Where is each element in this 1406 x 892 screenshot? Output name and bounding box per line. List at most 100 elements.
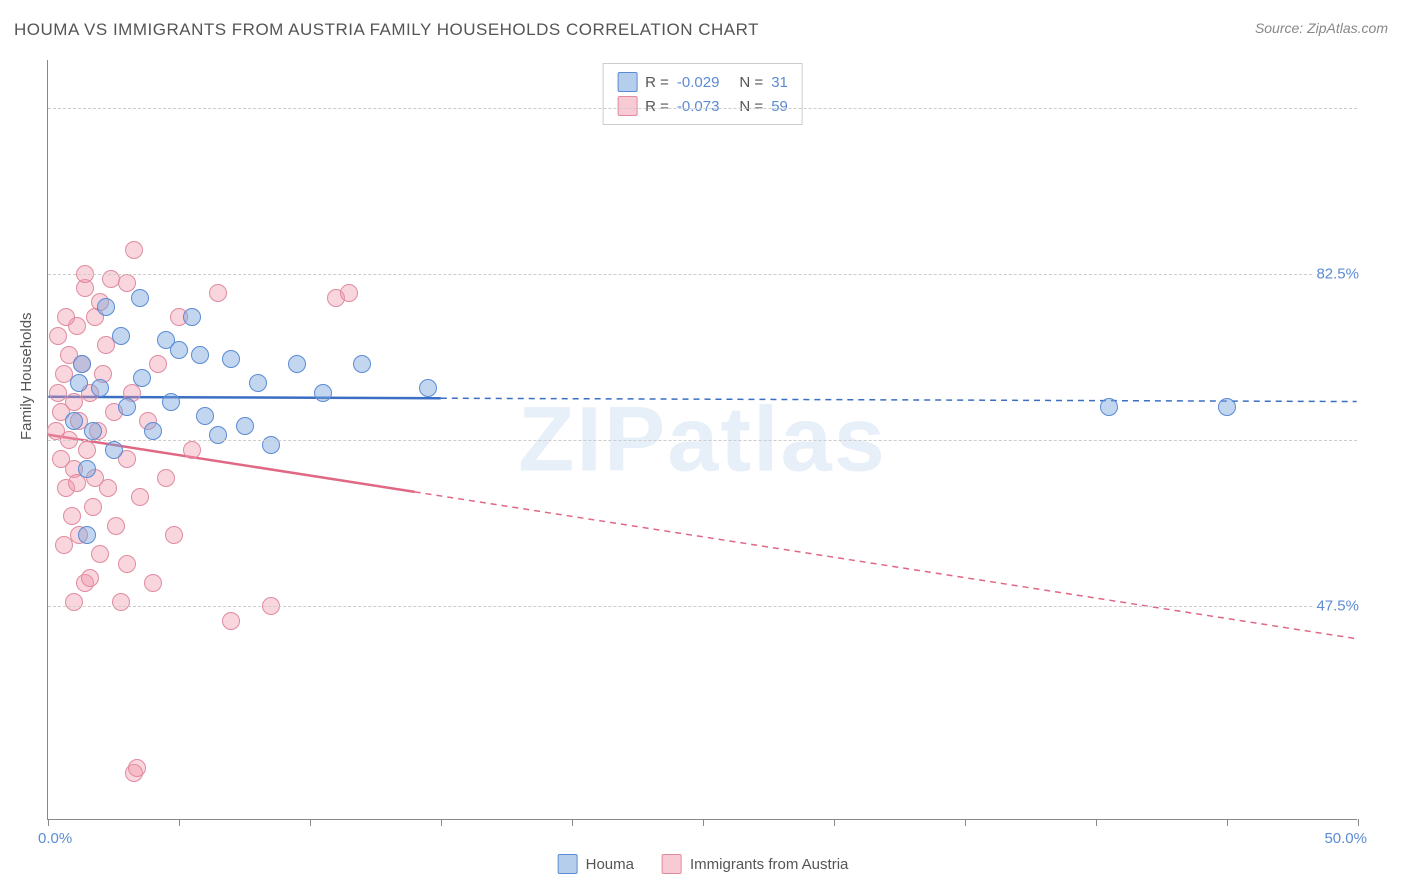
data-point xyxy=(125,241,143,259)
x-tick xyxy=(441,819,442,826)
swatch-blue-icon xyxy=(617,72,637,92)
data-point xyxy=(191,346,209,364)
data-point xyxy=(209,426,227,444)
data-point xyxy=(131,289,149,307)
data-point xyxy=(99,479,117,497)
x-tick xyxy=(1358,819,1359,826)
x-tick xyxy=(1096,819,1097,826)
r-label: R = xyxy=(645,74,669,91)
data-point xyxy=(144,422,162,440)
data-point xyxy=(65,412,83,430)
x-tick xyxy=(48,819,49,826)
data-point xyxy=(249,374,267,392)
data-point xyxy=(133,369,151,387)
data-point xyxy=(112,327,130,345)
source-label: Source: ZipAtlas.com xyxy=(1255,20,1388,36)
data-point xyxy=(97,336,115,354)
data-point xyxy=(183,308,201,326)
data-point xyxy=(222,350,240,368)
data-point xyxy=(196,407,214,425)
data-point xyxy=(314,384,332,402)
legend-row-houma: R = -0.029 N = 31 xyxy=(617,70,788,94)
data-point xyxy=(149,355,167,373)
data-point xyxy=(222,612,240,630)
data-point xyxy=(1100,398,1118,416)
series-legend: Houma Immigrants from Austria xyxy=(558,854,849,874)
data-point xyxy=(81,569,99,587)
data-point xyxy=(105,441,123,459)
data-point xyxy=(170,341,188,359)
n-label: N = xyxy=(739,74,763,91)
gridline xyxy=(48,108,1357,109)
data-point xyxy=(118,398,136,416)
data-point xyxy=(70,374,88,392)
data-point xyxy=(236,417,254,435)
data-point xyxy=(65,593,83,611)
y-tick-label: 82.5% xyxy=(1312,265,1359,282)
data-point xyxy=(49,327,67,345)
x-tick xyxy=(310,819,311,826)
data-point xyxy=(78,526,96,544)
x-tick xyxy=(834,819,835,826)
plot-area: ZIPatlas R = -0.029 N = 31 R = -0.073 N … xyxy=(47,60,1357,820)
data-point xyxy=(118,274,136,292)
data-point xyxy=(165,526,183,544)
swatch-pink-icon xyxy=(617,96,637,116)
data-point xyxy=(78,460,96,478)
correlation-legend: R = -0.029 N = 31 R = -0.073 N = 59 xyxy=(602,63,803,125)
data-point xyxy=(112,593,130,611)
gridline xyxy=(48,440,1357,441)
chart-container: HOUMA VS IMMIGRANTS FROM AUSTRIA FAMILY … xyxy=(0,0,1406,892)
data-point xyxy=(84,498,102,516)
data-point xyxy=(288,355,306,373)
data-point xyxy=(157,469,175,487)
n-value-houma: 31 xyxy=(771,74,788,91)
x-tick xyxy=(703,819,704,826)
data-point xyxy=(131,488,149,506)
y-tick-label: 47.5% xyxy=(1312,598,1359,615)
data-point xyxy=(353,355,371,373)
data-point xyxy=(73,355,91,373)
r-value-houma: -0.029 xyxy=(677,74,720,91)
data-point xyxy=(262,436,280,454)
data-point xyxy=(57,308,75,326)
data-point xyxy=(91,379,109,397)
legend-label-austria: Immigrants from Austria xyxy=(690,856,848,873)
x-tick xyxy=(1227,819,1228,826)
data-point xyxy=(183,441,201,459)
data-point xyxy=(107,517,125,535)
r-value-austria: -0.073 xyxy=(677,98,720,115)
data-point xyxy=(63,507,81,525)
legend-item-austria: Immigrants from Austria xyxy=(662,854,848,874)
x-tick-50: 50.0% xyxy=(1324,830,1367,847)
x-tick xyxy=(179,819,180,826)
swatch-blue-icon xyxy=(558,854,578,874)
legend-label-houma: Houma xyxy=(586,856,634,873)
x-tick xyxy=(572,819,573,826)
data-point xyxy=(78,441,96,459)
y-axis-label: Family Households xyxy=(18,312,35,440)
n-label: N = xyxy=(739,98,763,115)
data-point xyxy=(118,555,136,573)
gridline xyxy=(48,274,1357,275)
data-point xyxy=(128,759,146,777)
data-point xyxy=(209,284,227,302)
data-point xyxy=(65,393,83,411)
data-point xyxy=(162,393,180,411)
r-label: R = xyxy=(645,98,669,115)
data-point xyxy=(91,545,109,563)
legend-row-austria: R = -0.073 N = 59 xyxy=(617,94,788,118)
x-tick-0: 0.0% xyxy=(38,830,72,847)
legend-item-houma: Houma xyxy=(558,854,634,874)
gridline xyxy=(48,606,1357,607)
swatch-pink-icon xyxy=(662,854,682,874)
data-point xyxy=(144,574,162,592)
data-point xyxy=(340,284,358,302)
data-point xyxy=(102,270,120,288)
chart-title: HOUMA VS IMMIGRANTS FROM AUSTRIA FAMILY … xyxy=(14,20,759,40)
x-tick xyxy=(965,819,966,826)
data-point xyxy=(84,422,102,440)
data-point xyxy=(97,298,115,316)
data-point xyxy=(1218,398,1236,416)
n-value-austria: 59 xyxy=(771,98,788,115)
